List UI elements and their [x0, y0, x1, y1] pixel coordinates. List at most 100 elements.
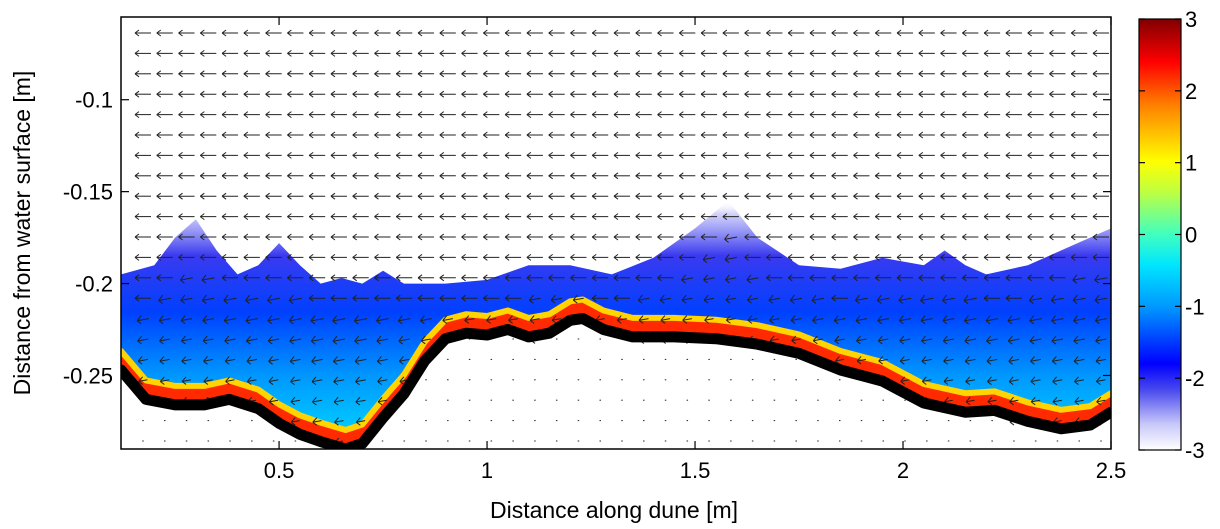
velocity-vector	[787, 192, 805, 200]
velocity-vector	[613, 253, 630, 261]
velocity-vector	[376, 335, 389, 345]
velocity-vector	[811, 294, 825, 304]
velocity-vector	[809, 151, 826, 159]
velocity-vector	[246, 335, 258, 345]
velocity-vector	[395, 172, 413, 180]
velocity-vector	[417, 151, 435, 159]
near-bed-band	[121, 301, 1111, 448]
colorbar-tick-label: -3	[1185, 438, 1205, 463]
velocity-vector	[1005, 253, 1022, 261]
velocity-vector	[395, 274, 413, 282]
velocity-vector	[1094, 294, 1108, 304]
velocity-vector	[920, 294, 934, 304]
velocity-vector	[1051, 335, 1064, 345]
velocity-vector	[1049, 192, 1066, 200]
velocity-vector	[896, 253, 914, 261]
x-tick-label: 1	[481, 458, 493, 483]
colorbar-tick-label: 3	[1185, 7, 1197, 32]
velocity-vector	[265, 90, 282, 98]
velocity-vector	[679, 192, 696, 200]
velocity-vector	[221, 213, 239, 221]
velocity-vector	[681, 294, 693, 304]
velocity-vector	[965, 396, 975, 406]
velocity-vector	[289, 315, 302, 325]
velocity-vector	[874, 172, 892, 180]
velocity-vector	[200, 213, 217, 221]
velocity-vector	[942, 294, 955, 304]
velocity-vector	[591, 274, 609, 282]
velocity-vector	[1027, 111, 1044, 118]
velocity-vector	[766, 253, 783, 261]
velocity-vector	[159, 335, 171, 345]
velocity-vector	[395, 111, 413, 118]
velocity-vector	[921, 376, 932, 385]
velocity-vector	[635, 29, 652, 37]
velocity-vector	[1005, 29, 1022, 37]
velocity-vector	[461, 50, 478, 57]
velocity-vector	[529, 315, 540, 324]
velocity-vector	[918, 172, 935, 180]
velocity-vector	[312, 396, 323, 406]
velocity-vector	[1005, 233, 1022, 241]
velocity-vector	[330, 253, 347, 261]
velocity-vector	[526, 151, 543, 159]
velocity-vector	[722, 192, 739, 200]
velocity-vector	[570, 90, 587, 98]
velocity-vector	[265, 253, 282, 261]
velocity-vector	[548, 50, 565, 57]
x-tick-label: 2.5	[1096, 458, 1127, 483]
velocity-vector	[570, 111, 587, 118]
velocity-vector	[395, 213, 413, 221]
velocity-vector	[787, 151, 805, 159]
velocity-vector	[1027, 90, 1044, 98]
velocity-vector	[288, 294, 302, 304]
velocity-vector	[766, 213, 783, 221]
velocity-vector	[221, 151, 239, 159]
velocity-vector	[1051, 315, 1064, 325]
velocity-vector	[330, 233, 347, 241]
velocity-vector	[1029, 315, 1042, 325]
velocity-vector	[940, 131, 957, 139]
velocity-vector	[703, 274, 715, 284]
velocity-vector	[613, 172, 630, 180]
velocity-vector	[591, 90, 609, 98]
velocity-vector	[1027, 131, 1044, 139]
velocity-vector	[1095, 335, 1107, 345]
velocity-vector	[308, 111, 326, 118]
velocity-vector	[1092, 70, 1109, 78]
velocity-vector	[243, 50, 260, 57]
velocity-vector	[769, 315, 780, 324]
velocity-vector	[918, 29, 935, 37]
velocity-vector	[265, 29, 282, 37]
velocity-vector	[722, 111, 739, 118]
velocity-vector	[200, 192, 217, 200]
velocity-vector	[1092, 131, 1109, 139]
velocity-vector	[200, 131, 217, 139]
velocity-vector	[616, 315, 627, 324]
velocity-vector	[918, 192, 935, 200]
velocity-vector	[138, 376, 148, 385]
velocity-vector	[679, 213, 696, 221]
velocity-vector	[744, 151, 761, 159]
velocity-vector	[787, 111, 805, 118]
velocity-vector	[1029, 335, 1042, 345]
velocity-vector	[986, 356, 998, 365]
velocity-vector	[679, 90, 696, 98]
velocity-vector	[682, 315, 692, 324]
y-tick-label: -0.25	[63, 363, 113, 388]
velocity-vector	[395, 233, 413, 241]
velocity-vector	[766, 90, 783, 98]
velocity-vector	[1009, 396, 1019, 406]
velocity-vector	[591, 253, 609, 261]
velocity-vector	[962, 213, 979, 221]
y-tick-label: -0.15	[63, 180, 113, 205]
velocity-vector	[853, 111, 870, 118]
velocity-vector	[178, 151, 195, 159]
velocity-vector	[591, 192, 609, 200]
velocity-vector	[289, 356, 301, 365]
velocity-vector	[899, 335, 911, 345]
velocity-vector	[722, 29, 739, 37]
velocity-vector	[439, 172, 456, 180]
velocity-vector	[874, 131, 892, 139]
velocity-vector	[1049, 29, 1066, 37]
